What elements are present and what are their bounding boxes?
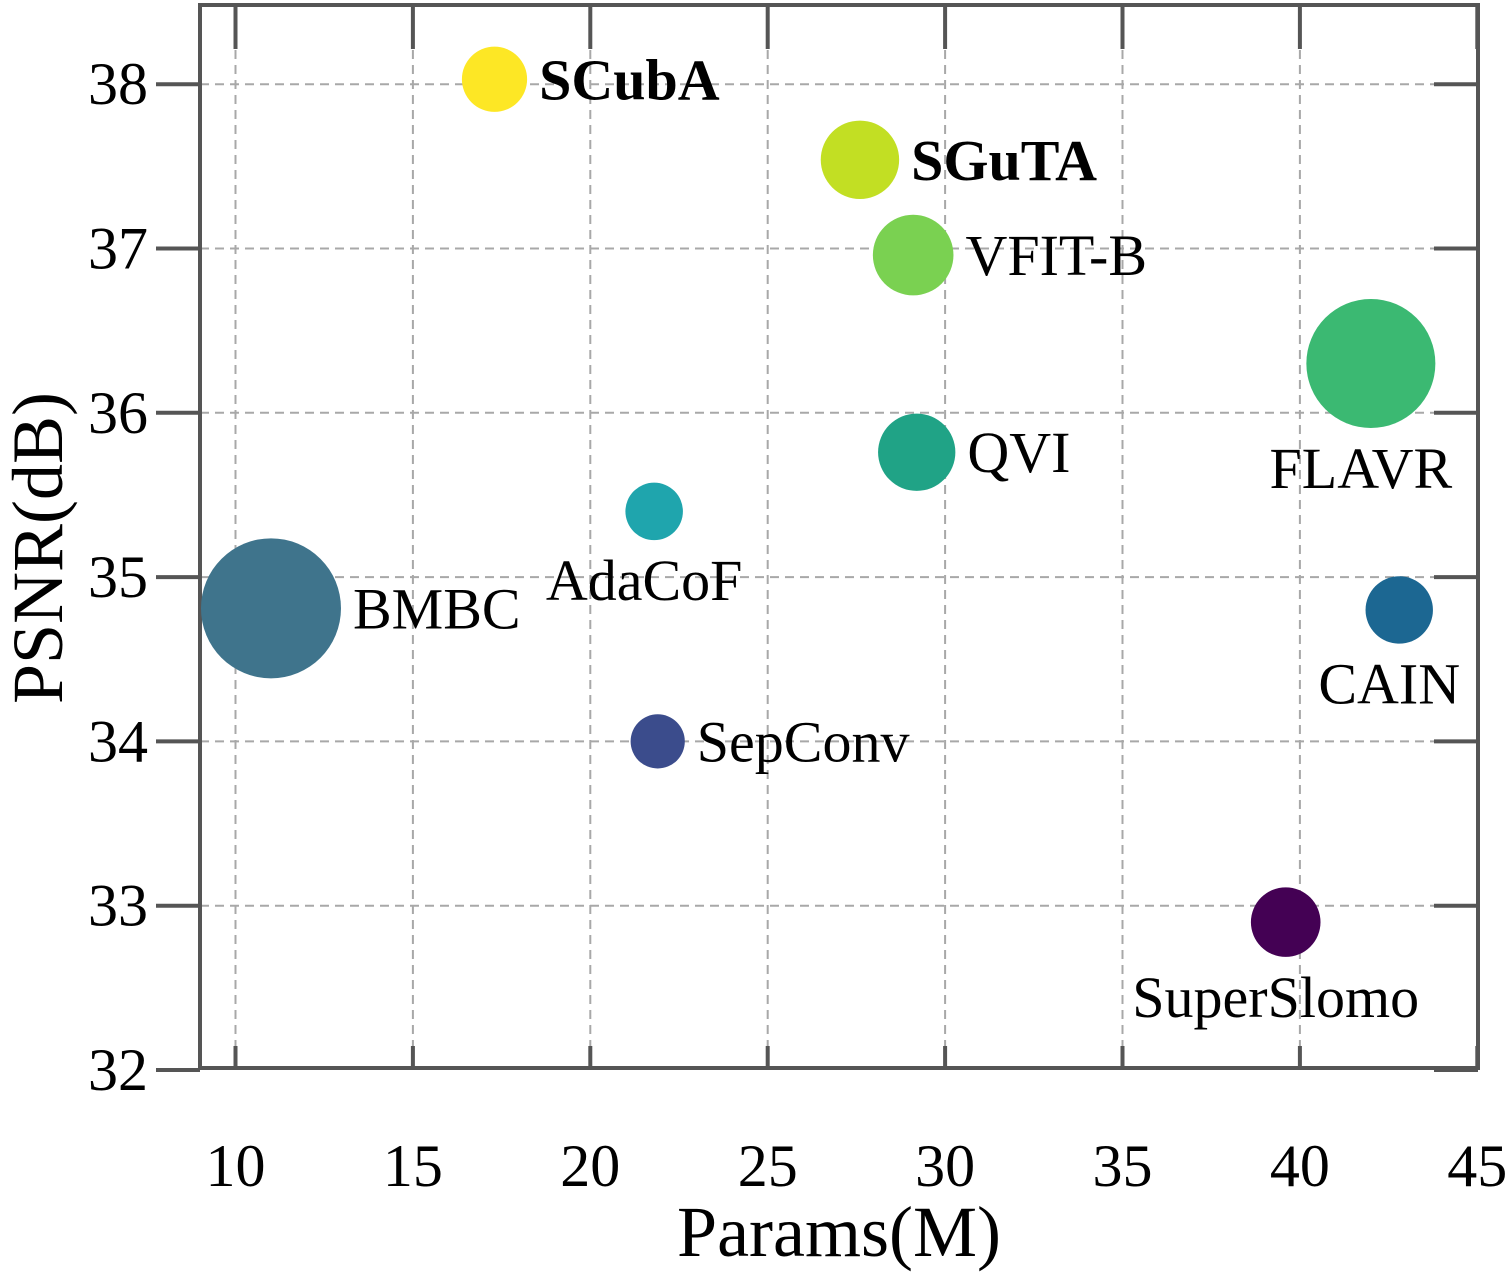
y-tick-label: 36	[88, 380, 148, 446]
bubble-qvi	[878, 413, 956, 491]
bubble-vfit-b	[872, 214, 954, 296]
y-tick-label: 34	[88, 708, 148, 774]
bubble-adacof	[625, 482, 683, 541]
x-axis-title: Params(M)	[677, 1192, 1001, 1272]
x-tick-label: 25	[738, 1133, 798, 1199]
y-tick-label: 33	[88, 873, 148, 939]
point-label-flavr: FLAVR	[1270, 436, 1453, 501]
point-label-vfit-b: VFIT-B	[965, 223, 1147, 288]
x-tick-label: 40	[1270, 1133, 1330, 1199]
bubble-sguta	[820, 120, 900, 199]
plot-frame	[198, 3, 1480, 1070]
point-label-qvi: QVI	[967, 420, 1070, 485]
bubble-cain	[1365, 576, 1433, 644]
bubble-sepconv	[630, 714, 685, 769]
x-tick-label: 30	[915, 1133, 975, 1199]
x-tick-label: 45	[1447, 1133, 1507, 1199]
x-tick-label: 20	[560, 1133, 620, 1199]
bubble-flavr	[1306, 299, 1436, 429]
point-label-bmbc: BMBC	[353, 576, 521, 641]
point-label-adacof: AdaCoF	[546, 548, 743, 613]
point-label-sguta: SGuTA	[911, 128, 1097, 193]
y-tick-label: 32	[88, 1037, 148, 1103]
tick-layer: 10 15 20 25 30 35 40 45 32 33 34 35 36 37 38	[88, 5, 1507, 1199]
point-label-sepconv: SepConv	[697, 709, 910, 774]
bubble-scuba	[461, 46, 528, 112]
point-label-scuba: SCubA	[539, 47, 720, 112]
y-tick-label: 35	[88, 544, 148, 610]
x-tick-label: 35	[1093, 1133, 1153, 1199]
y-axis-title: PSNR(dB)	[0, 392, 78, 704]
y-tick-label: 37	[88, 216, 148, 282]
bubble-bmbc	[200, 538, 341, 679]
point-label-superslomo: SuperSlomo	[1132, 965, 1419, 1030]
bubble-superslomo	[1250, 887, 1321, 957]
y-tick-label: 38	[88, 51, 148, 117]
label-layer: SCubA SGuTA VFIT-B FLAVR QVI AdaCoF BMBC CAIN Se…	[353, 47, 1460, 1030]
x-tick-label: 15	[383, 1133, 443, 1199]
point-layer	[200, 46, 1436, 957]
x-tick-label: 10	[206, 1133, 266, 1199]
point-label-cain: CAIN	[1318, 652, 1460, 717]
